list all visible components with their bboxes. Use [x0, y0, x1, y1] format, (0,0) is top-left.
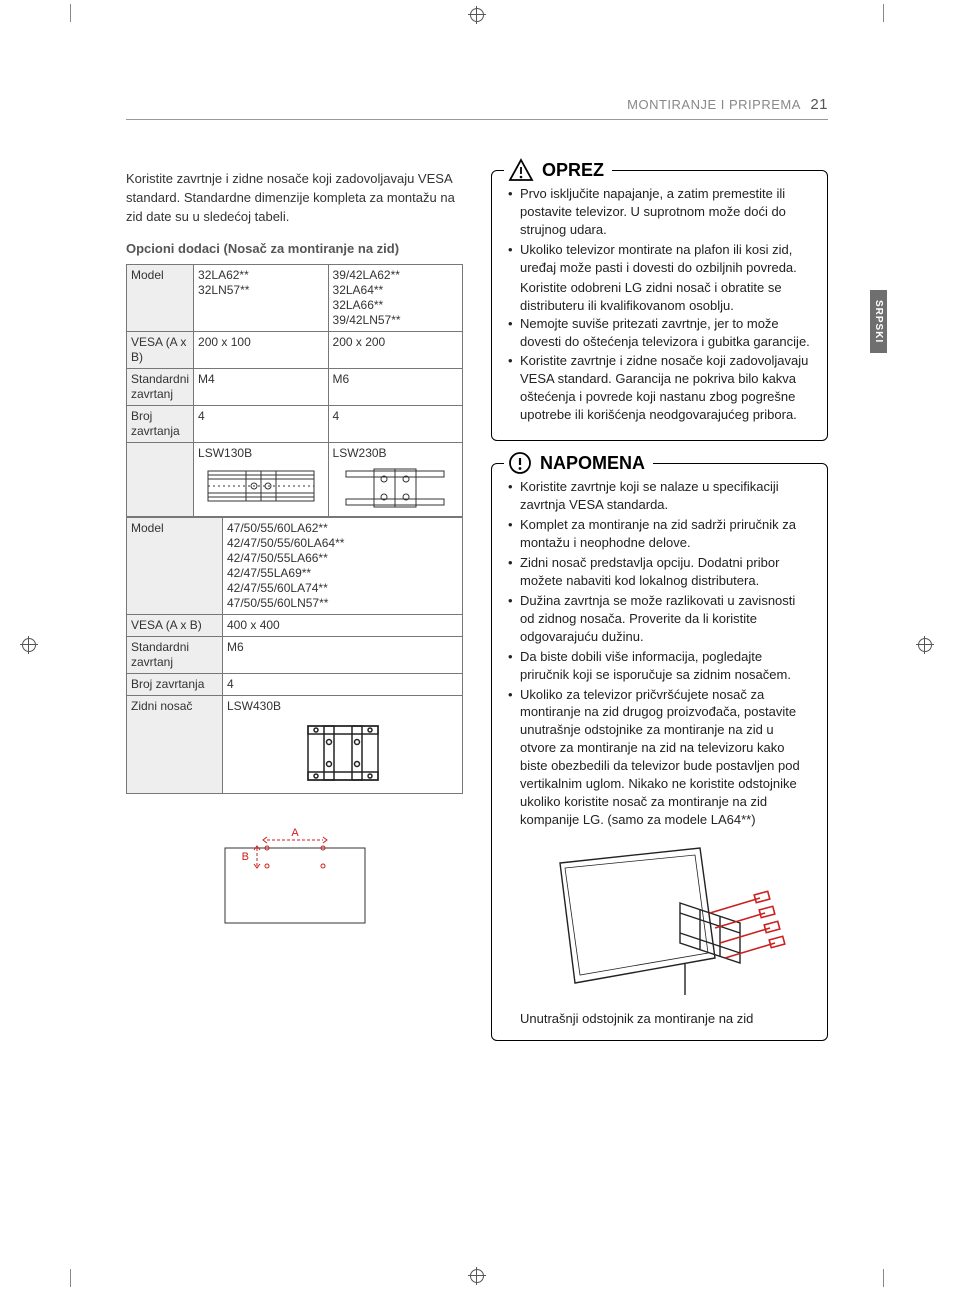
accessories-subhead: Opcioni dodaci (Nosač za montiranje na z…: [126, 241, 463, 256]
note-title: NAPOMENA: [504, 451, 653, 475]
content: Koristite zavrtnje i zidne nosače koji z…: [70, 120, 884, 1063]
note-title-text: NAPOMENA: [540, 453, 645, 474]
section-name: MONTIRANJE I PRIPREMA: [627, 97, 800, 112]
intro-text: Koristite zavrtnje i zidne nosače koji z…: [126, 170, 463, 227]
note-item: Zidni nosač predstavlja opciju. Dodatni …: [506, 554, 813, 590]
note-item: Da biste dobili više informacija, pogled…: [506, 648, 813, 684]
caution-title: OPREZ: [504, 158, 612, 182]
t1-vesa-label: VESA (A x B): [127, 331, 194, 368]
t1-model-a: 32LA62** 32LN57**: [194, 264, 328, 331]
caution-item: Prvo isključite napajanje, a zatim preme…: [506, 185, 813, 239]
note-item: Ukoliko za televizor pričvršćujete nosač…: [506, 686, 813, 830]
info-icon: [508, 451, 532, 475]
t1-bracket-a-label: LSW130B: [198, 446, 252, 460]
note-item: Koristite zavrtnje koji se nalaze u spec…: [506, 478, 813, 514]
caution-box: OPREZ Prvo isključite napajanje, a zatim…: [491, 170, 828, 441]
t2-screw: M6: [223, 636, 463, 673]
t2-mount-label: Zidni nosač: [127, 695, 223, 793]
spec-table-2: Model 47/50/55/60LA62** 42/47/50/55/60LA…: [126, 517, 463, 794]
registration-mark-right: [916, 636, 934, 654]
spec-table-1: Model 32LA62** 32LN57** 39/42LA62** 32LA…: [126, 264, 463, 517]
t1-bracket-b-label: LSW230B: [333, 446, 387, 460]
t1-count-label: Broj zavrtanja: [127, 405, 194, 442]
t1-screw-label: Standardni zavrtanj: [127, 368, 194, 405]
t1-vesa-b: 200 x 200: [328, 331, 462, 368]
tv-mount-illustration: [530, 843, 790, 1003]
bracket-icon-c: [298, 718, 388, 788]
caution-list: Prvo isključite napajanje, a zatim preme…: [506, 185, 813, 277]
caution-item: Koristite zavrtnje i zidne nosače koji z…: [506, 352, 813, 424]
t1-bracket-b: LSW230B: [328, 442, 462, 516]
page-number: 21: [810, 96, 828, 113]
t1-screw-a: M4: [194, 368, 328, 405]
note-box: NAPOMENA Koristite zavrtnje koji se nala…: [491, 463, 828, 1041]
left-column: Koristite zavrtnje i zidne nosače koji z…: [126, 170, 463, 1063]
caution-subtext: Koristite odobreni LG zidni nosač i obra…: [506, 279, 813, 315]
illustration-caption: Unutrašnji odstojnik za montiranje na zi…: [506, 1011, 813, 1026]
bracket-icon-b: [340, 465, 450, 511]
warning-icon: [508, 158, 534, 182]
header-title: MONTIRANJE I PRIPREMA 21: [627, 96, 828, 113]
caution-title-text: OPREZ: [542, 160, 604, 181]
caution-item: Ukoliko televizor montirate na plafon il…: [506, 241, 813, 277]
caution-list-2: Nemojte suviše pritezati zavrtnje, jer t…: [506, 315, 813, 425]
t2-vesa: 400 x 400: [223, 614, 463, 636]
caution-item: Nemojte suviše pritezati zavrtnje, jer t…: [506, 315, 813, 351]
page: SRPSKI MONTIRANJE I PRIPREMA 21 Koristit…: [70, 30, 884, 1261]
t1-screw-b: M6: [328, 368, 462, 405]
t2-mount-label-text: LSW430B: [227, 699, 281, 713]
note-list: Koristite zavrtnje koji se nalaze u spec…: [506, 478, 813, 829]
t2-screw-label: Standardni zavrtanj: [127, 636, 223, 673]
t2-model: 47/50/55/60LA62** 42/47/50/55/60LA64** 4…: [223, 517, 463, 614]
language-tab: SRPSKI: [870, 290, 887, 353]
vesa-a-label: A: [291, 828, 299, 839]
page-header: MONTIRANJE I PRIPREMA 21: [126, 30, 828, 120]
right-column: OPREZ Prvo isključite napajanje, a zatim…: [491, 170, 828, 1063]
vesa-diagram: A B: [195, 818, 395, 943]
t1-count-a: 4: [194, 405, 328, 442]
t1-bracket-label: [127, 442, 194, 516]
t1-model-b: 39/42LA62** 32LA64** 32LA66** 39/42LN57*…: [328, 264, 462, 331]
t2-count: 4: [223, 673, 463, 695]
t1-model-label: Model: [127, 264, 194, 331]
registration-mark-bottom: [468, 1267, 486, 1285]
t2-count-label: Broj zavrtanja: [127, 673, 223, 695]
t2-mount: LSW430B: [223, 695, 463, 793]
registration-mark-left: [20, 636, 38, 654]
bracket-icon-a: [206, 465, 316, 507]
t1-vesa-a: 200 x 100: [194, 331, 328, 368]
registration-mark-top: [468, 6, 486, 24]
t2-vesa-label: VESA (A x B): [127, 614, 223, 636]
t1-bracket-a: LSW130B: [194, 442, 328, 516]
note-item: Dužina zavrtnja se može razlikovati u za…: [506, 592, 813, 646]
t2-model-label: Model: [127, 517, 223, 614]
vesa-b-label: B: [241, 851, 248, 863]
note-item: Komplet za montiranje na zid sadrži prir…: [506, 516, 813, 552]
t1-count-b: 4: [328, 405, 462, 442]
